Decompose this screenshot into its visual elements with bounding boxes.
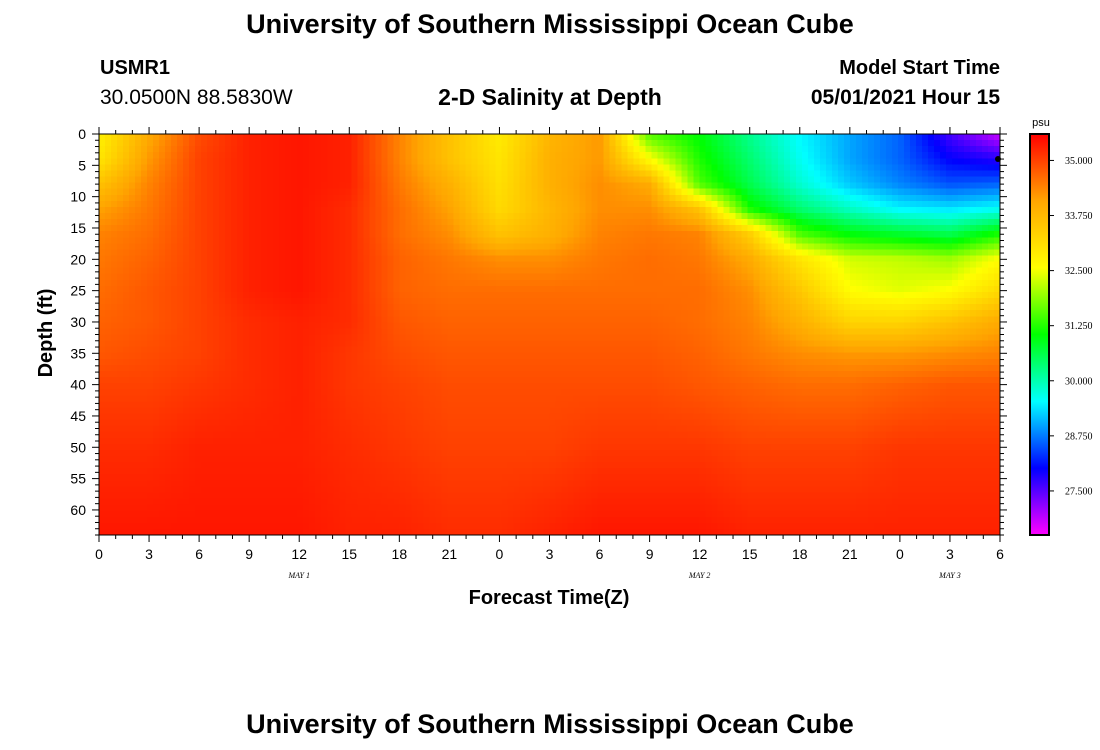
x-tick-label: 0 <box>496 546 504 562</box>
colorbar-tick-label: 27.500 <box>1065 486 1093 497</box>
salinity-heatmap <box>99 134 1000 535</box>
y-tick-label: 15 <box>70 220 86 236</box>
x-tick-label: 21 <box>842 546 858 562</box>
y-axis: 0 5 10 15 20 25 30 35 40 45 50 55 60 <box>70 126 1007 536</box>
y-tick-label: 10 <box>70 189 86 205</box>
day-label: MAY 3 <box>938 571 961 580</box>
y-tick-label: 55 <box>70 471 86 487</box>
day-label: MAY 1 <box>287 571 310 580</box>
x-tick-label: 18 <box>392 546 408 562</box>
colorbar-ramp <box>1029 133 1050 536</box>
y-tick-label: 45 <box>70 408 86 424</box>
x-tick-label: 0 <box>95 546 103 562</box>
y-tick-label: 60 <box>70 502 86 518</box>
station-marker <box>995 156 1001 162</box>
day-label: MAY 2 <box>688 571 711 580</box>
y-axis-title: Depth (ft) <box>35 289 57 378</box>
y-tick-label: 5 <box>78 157 86 173</box>
x-tick-label: 21 <box>442 546 458 562</box>
x-axis: 0 3 6 9 12 15 18 21 0 3 6 9 12 15 18 21 0 3 6 <box>95 127 1004 562</box>
y-tick-label: 50 <box>70 439 86 455</box>
x-tick-label: 15 <box>742 546 758 562</box>
x-tick-label: 3 <box>946 546 954 562</box>
y-tick-label: 0 <box>78 126 86 142</box>
y-tick-label: 30 <box>70 314 86 330</box>
model-start-label: Model Start Time <box>839 57 1000 79</box>
x-axis-title: Forecast Time(Z) <box>469 587 630 609</box>
y-tick-label: 35 <box>70 345 86 361</box>
x-tick-label: 12 <box>692 546 708 562</box>
colorbar: psu 35.000 33.750 32.500 31.250 30.000 28.750… <box>1029 117 1093 536</box>
x-tick-label: 18 <box>792 546 808 562</box>
day-labels: MAY 1 MAY 2 MAY 3 <box>287 571 960 580</box>
y-tick-label: 25 <box>70 283 86 299</box>
colorbar-tick-label: 32.500 <box>1065 266 1093 277</box>
x-tick-label: 0 <box>896 546 904 562</box>
station-coordinates: 30.0500N 88.5830W <box>100 86 293 109</box>
x-tick-label: 6 <box>596 546 604 562</box>
x-tick-label: 9 <box>245 546 253 562</box>
colorbar-tick-label: 35.000 <box>1065 156 1093 167</box>
page-title: University of Southern Mississippi Ocean… <box>246 9 854 39</box>
colorbar-ticks: 35.000 33.750 32.500 31.250 30.000 28.750 27.5… <box>1049 156 1093 497</box>
x-tick-label: 12 <box>291 546 307 562</box>
chart-subtitle: 2-D Salinity at Depth <box>438 84 662 110</box>
colorbar-tick-label: 31.250 <box>1065 321 1093 332</box>
x-tick-label: 15 <box>341 546 357 562</box>
colorbar-unit: psu <box>1032 117 1050 129</box>
colorbar-tick-label: 33.750 <box>1065 211 1093 222</box>
x-tick-label: 6 <box>996 546 1004 562</box>
station-id: USMR1 <box>100 57 171 79</box>
footer-title: University of Southern Mississippi Ocean… <box>246 709 854 739</box>
x-tick-label: 6 <box>195 546 203 562</box>
x-tick-label: 3 <box>145 546 153 562</box>
colorbar-tick-label: 28.750 <box>1065 431 1093 442</box>
y-tick-label: 20 <box>70 251 86 267</box>
y-tick-label: 40 <box>70 377 86 393</box>
colorbar-tick-label: 30.000 <box>1065 376 1093 387</box>
model-start-value: 05/01/2021 Hour 15 <box>810 86 1000 109</box>
x-tick-label: 3 <box>546 546 554 562</box>
x-tick-label: 9 <box>646 546 654 562</box>
